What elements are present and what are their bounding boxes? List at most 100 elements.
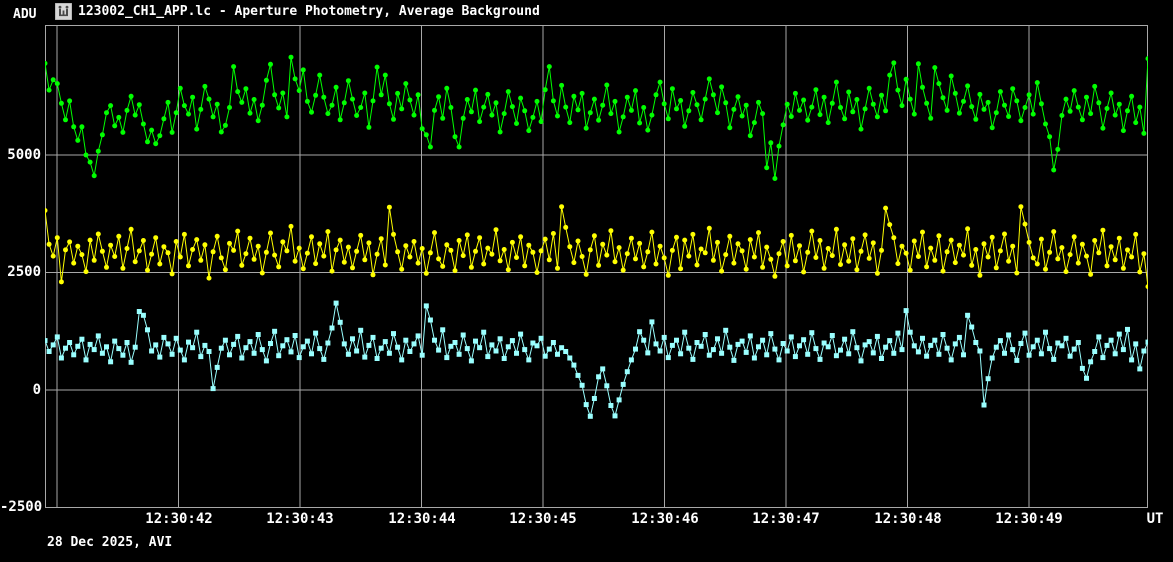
yellow-data-point <box>944 249 950 255</box>
cyan-data-point <box>288 349 294 355</box>
yellow-data-point <box>911 238 917 244</box>
green-data-point <box>936 81 942 87</box>
cyan-data-point <box>1133 341 1139 347</box>
green-data-point <box>526 128 532 134</box>
cyan-data-point <box>145 327 150 333</box>
cyan-data-point <box>702 332 708 337</box>
yellow-data-point <box>563 224 569 230</box>
green-data-point <box>473 87 478 93</box>
cyan-data-point <box>95 333 101 339</box>
green-data-point <box>378 92 384 98</box>
green-data-point <box>702 96 708 102</box>
green-data-point <box>575 107 581 113</box>
yellow-data-point <box>436 256 442 262</box>
x-tick-123048: 12:30:48 <box>874 511 942 527</box>
cyan-data-point <box>272 328 278 334</box>
light-curve-plot[interactable] <box>45 25 1148 508</box>
yellow-data-point <box>792 258 798 264</box>
yellow-data-point <box>272 252 278 258</box>
green-data-point <box>386 101 392 107</box>
green-data-point <box>1043 121 1048 127</box>
yellow-data-point <box>218 255 224 261</box>
yellow-data-point <box>727 233 733 239</box>
yellow-data-point <box>140 238 146 243</box>
green-data-point <box>317 72 323 78</box>
cyan-data-point <box>989 355 995 361</box>
yellow-data-point <box>940 268 946 274</box>
yellow-data-point <box>1141 251 1147 257</box>
green-data-point <box>432 107 437 113</box>
yellow-data-point <box>79 252 85 258</box>
cyan-data-point <box>682 329 688 335</box>
green-data-point <box>1092 83 1098 89</box>
cyan-data-point <box>157 354 163 360</box>
yellow-data-point <box>136 248 142 254</box>
cyan-data-point <box>850 329 856 335</box>
cyan-data-point <box>313 330 319 336</box>
yellow-data-point <box>858 248 864 254</box>
cyan-data-point <box>136 309 142 314</box>
green-data-point <box>448 105 454 110</box>
cyan-data-point <box>300 344 306 350</box>
yellow-data-point <box>571 260 577 266</box>
cyan-data-point <box>633 346 638 352</box>
yellow-data-point <box>309 234 314 240</box>
y-axis-unit-label: ADU <box>13 7 37 22</box>
green-data-point <box>1125 108 1130 114</box>
green-data-point <box>1022 105 1028 110</box>
green-data-point <box>354 113 360 118</box>
cyan-data-point <box>587 413 593 419</box>
cyan-data-point <box>645 350 651 356</box>
cyan-data-point <box>706 352 712 358</box>
green-data-point <box>247 110 253 116</box>
yellow-data-point <box>292 258 298 264</box>
green-data-point <box>292 76 298 82</box>
green-data-point <box>333 84 339 90</box>
cyan-data-point <box>497 336 503 342</box>
green-data-point <box>530 114 536 120</box>
yellow-data-point <box>112 254 118 259</box>
x-tick-123044: 12:30:44 <box>388 511 456 527</box>
yellow-data-point <box>776 251 782 257</box>
cyan-data-point <box>231 341 237 347</box>
yellow-data-point <box>1112 257 1118 263</box>
cyan-data-point <box>1022 330 1028 336</box>
cyan-data-point <box>366 342 372 348</box>
yellow-data-point <box>243 251 249 257</box>
green-data-point <box>628 107 634 113</box>
yellow-data-point <box>382 262 388 268</box>
yellow-data-point <box>464 232 470 238</box>
yellow-data-point <box>1006 258 1012 264</box>
green-data-point <box>583 125 589 131</box>
cyan-data-point <box>579 382 585 388</box>
cyan-data-point <box>71 352 77 358</box>
app-icon[interactable] <box>54 2 73 21</box>
yellow-data-point <box>46 241 52 247</box>
cyan-data-point <box>514 350 519 356</box>
cyan-data-point <box>928 342 934 348</box>
x-axis-unit-label: UT <box>1146 511 1164 527</box>
cyan-data-point <box>477 345 483 351</box>
cyan-data-point <box>624 369 630 375</box>
yellow-data-point <box>1022 221 1028 227</box>
yellow-data-point <box>559 204 565 210</box>
yellow-data-point <box>444 242 450 248</box>
cyan-data-point <box>206 349 212 354</box>
green-data-point <box>239 99 245 105</box>
cyan-data-point <box>776 357 782 363</box>
cyan-data-point <box>415 333 421 339</box>
yellow-data-point <box>1075 260 1081 266</box>
green-data-point <box>91 173 97 179</box>
recording-info: 28 Dec 2025, AVI <box>47 535 173 550</box>
cyan-data-point <box>481 329 487 335</box>
cyan-data-point <box>780 341 786 346</box>
cyan-data-point <box>382 339 388 345</box>
green-data-point <box>231 64 237 70</box>
yellow-data-point <box>772 273 778 279</box>
green-data-point <box>641 105 647 110</box>
cyan-data-point <box>509 338 515 344</box>
cyan-data-point <box>735 341 741 347</box>
yellow-data-point <box>366 240 372 246</box>
green-data-point <box>1047 134 1053 140</box>
green-data-point <box>464 97 470 102</box>
